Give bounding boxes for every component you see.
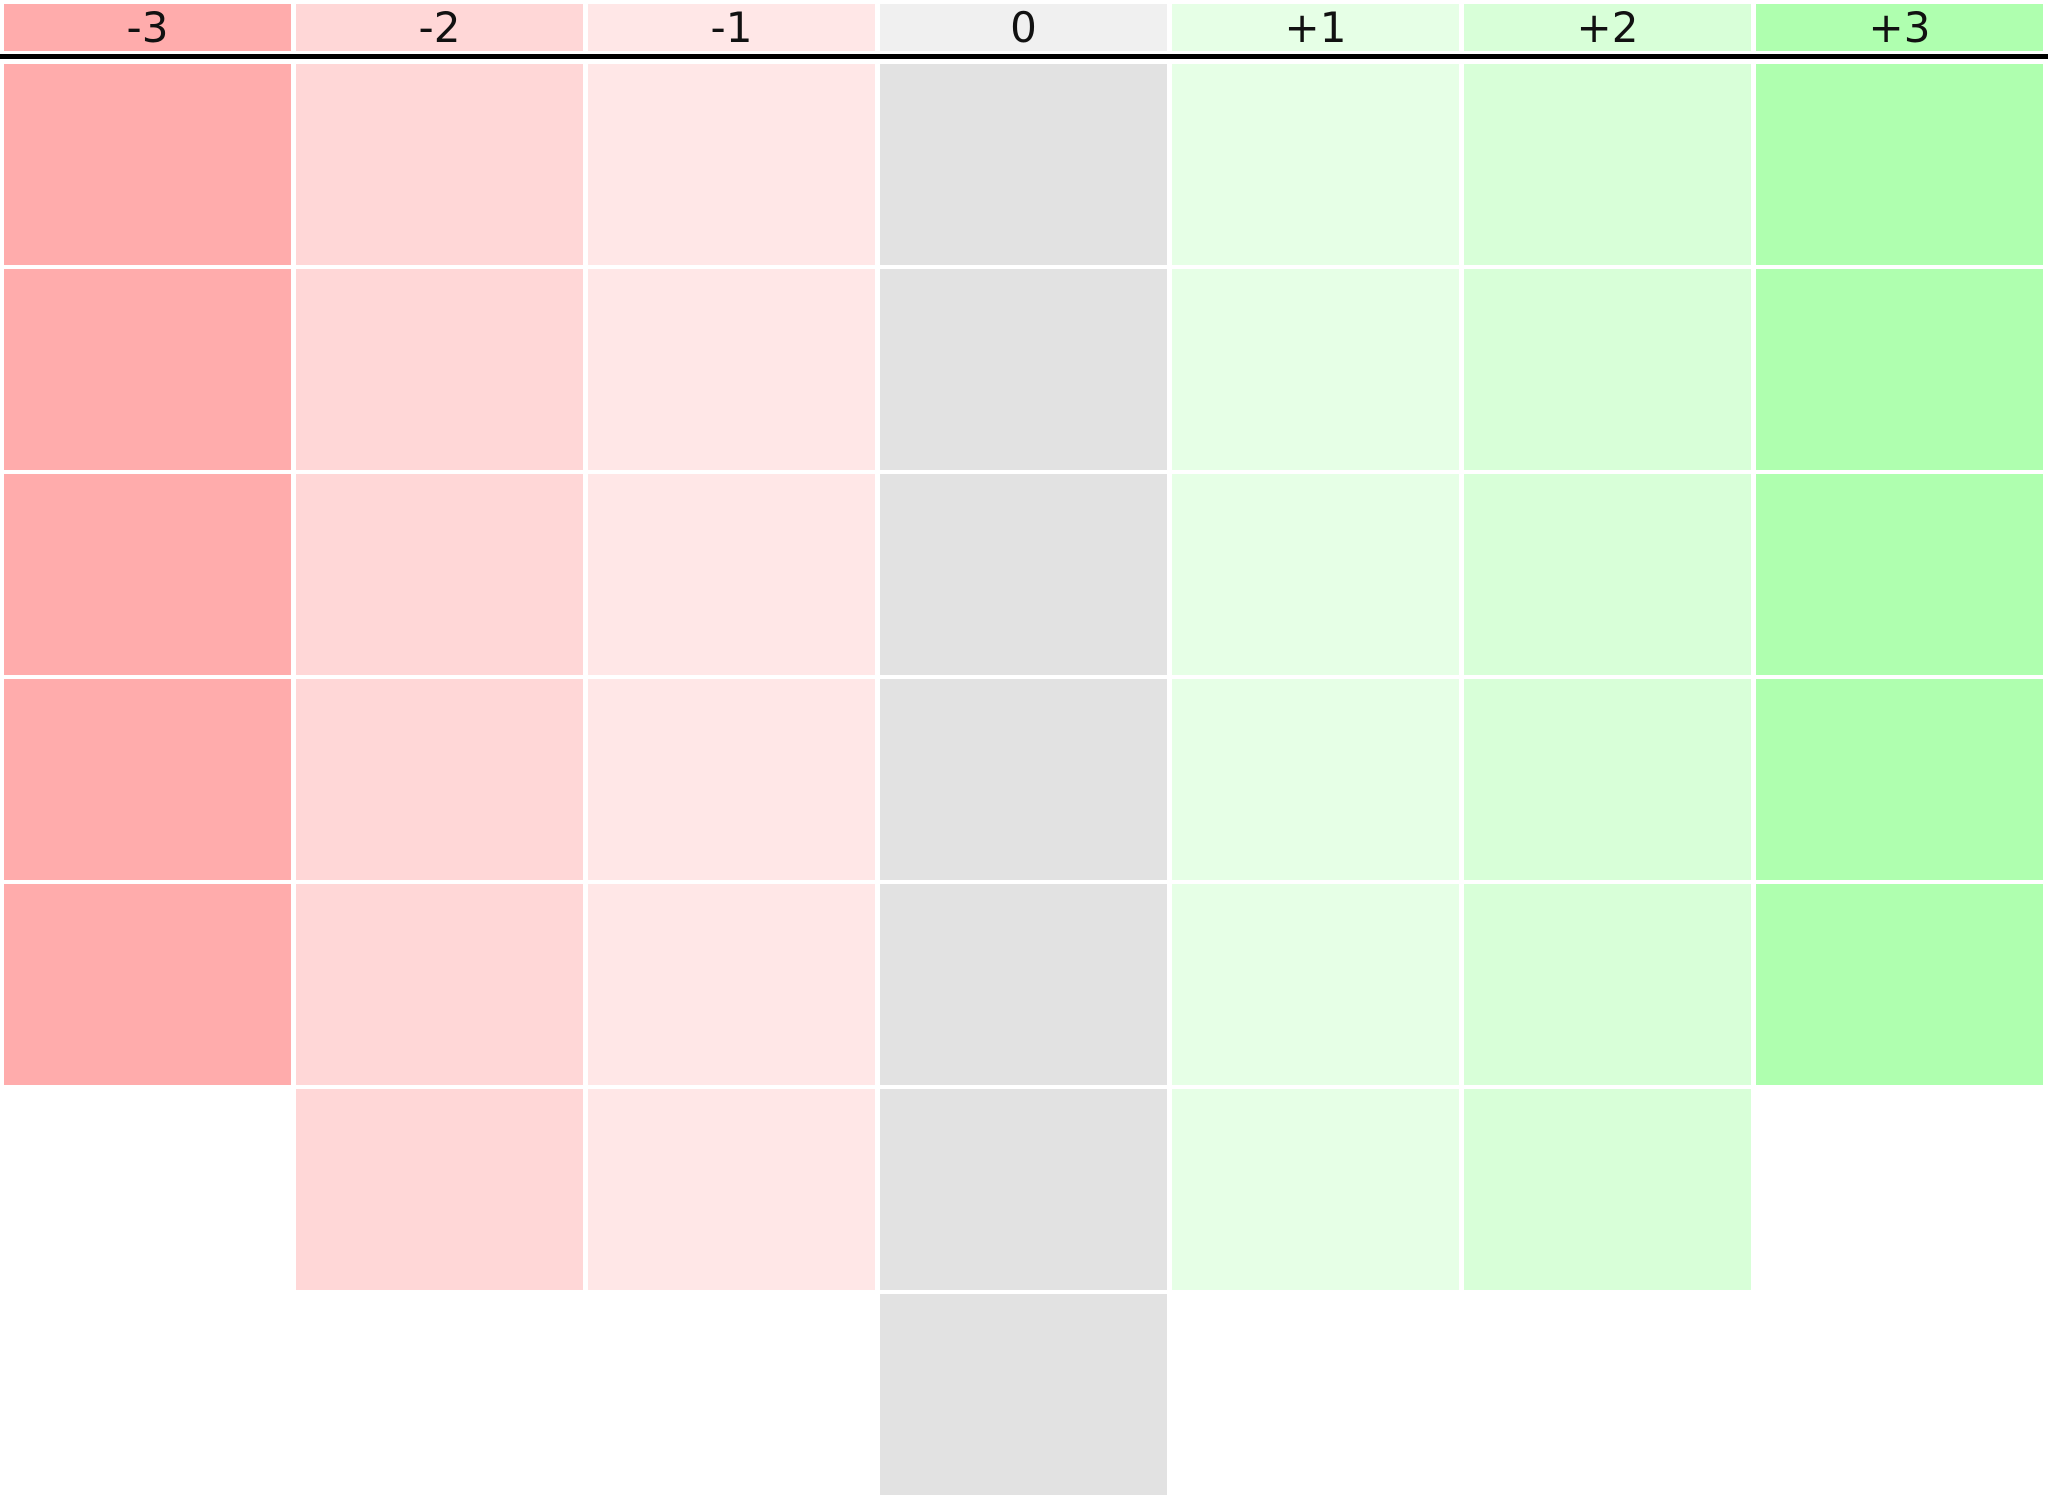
column-header: -1 [588, 4, 875, 51]
column-header: -3 [4, 4, 291, 51]
column-cell [1756, 64, 2043, 265]
column-cell [4, 679, 291, 880]
column-cell [4, 269, 291, 470]
column-cell [1756, 474, 2043, 675]
column-cell [296, 474, 583, 675]
header-divider [0, 54, 2048, 59]
column-cell [296, 64, 583, 265]
column-cell [1464, 474, 1751, 675]
column-cell [1464, 1089, 1751, 1290]
column-cell [1756, 884, 2043, 1085]
column-cell [4, 884, 291, 1085]
column-cell [588, 679, 875, 880]
column-cell [4, 474, 291, 675]
column-header: -2 [296, 4, 583, 51]
column-cell [296, 1089, 583, 1290]
column-cell [880, 1089, 1167, 1290]
column-cell [1172, 474, 1459, 675]
column-cell [588, 269, 875, 470]
column-cell [296, 679, 583, 880]
column-cell [1172, 269, 1459, 470]
column-cell [1756, 269, 2043, 470]
column-header: +3 [1756, 4, 2043, 51]
column-cell [880, 474, 1167, 675]
column-cell [1756, 679, 2043, 880]
column-cell [880, 884, 1167, 1085]
column-cell [588, 474, 875, 675]
column-cell [588, 64, 875, 265]
column-cell [1172, 1089, 1459, 1290]
column-cell [296, 884, 583, 1085]
column-header: +2 [1464, 4, 1751, 51]
column-header: 0 [880, 4, 1167, 51]
column-cell [588, 1089, 875, 1290]
column-cell [1464, 64, 1751, 265]
column-header: +1 [1172, 4, 1459, 51]
column-cell [588, 884, 875, 1085]
column-cell [1172, 884, 1459, 1085]
column-cell [4, 64, 291, 265]
column-cell [1464, 679, 1751, 880]
column-cell [1172, 679, 1459, 880]
column-cell [880, 269, 1167, 470]
column-cell [1464, 884, 1751, 1085]
column-cell [880, 64, 1167, 265]
column-cell [880, 1294, 1167, 1495]
column-cell [880, 679, 1167, 880]
column-cell [296, 269, 583, 470]
column-cell [1464, 269, 1751, 470]
column-cell [1172, 64, 1459, 265]
